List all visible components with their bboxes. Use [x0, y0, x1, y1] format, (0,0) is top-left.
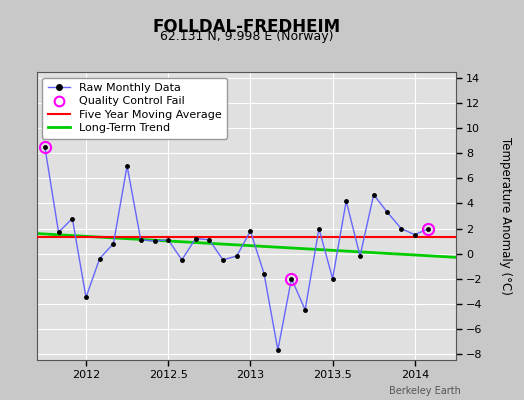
Text: 62.131 N, 9.998 E (Norway): 62.131 N, 9.998 E (Norway): [159, 30, 333, 43]
Text: Berkeley Earth: Berkeley Earth: [389, 386, 461, 396]
Legend: Raw Monthly Data, Quality Control Fail, Five Year Moving Average, Long-Term Tren: Raw Monthly Data, Quality Control Fail, …: [42, 78, 227, 139]
Text: FOLLDAL-FREDHEIM: FOLLDAL-FREDHEIM: [152, 18, 341, 36]
Y-axis label: Temperature Anomaly (°C): Temperature Anomaly (°C): [499, 137, 512, 295]
